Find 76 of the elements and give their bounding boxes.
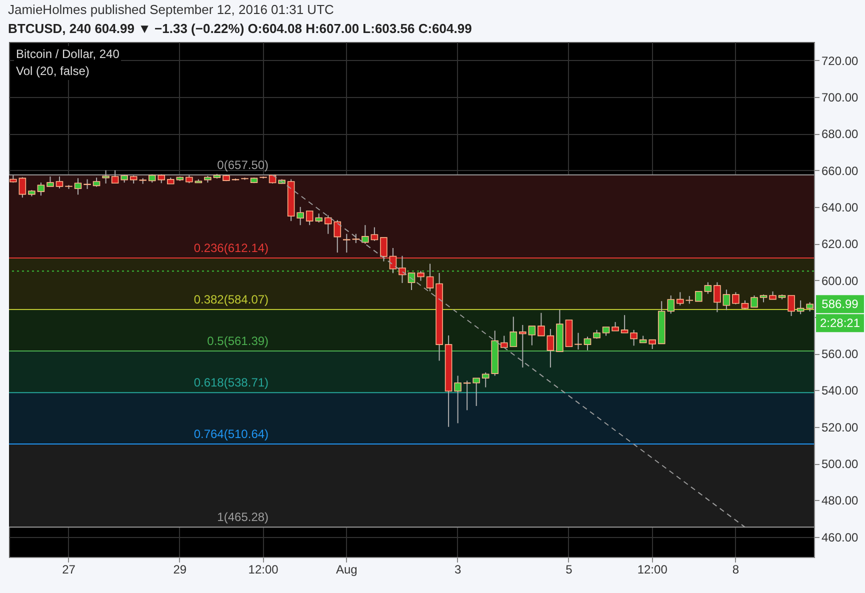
candlestick bbox=[370, 226, 378, 242]
text: BTCUSD, 240 604.99 ▼ −1.33 (−0.22%) O:604.08 H:607.00 L:603.56 C:604.99 bbox=[8, 20, 473, 38]
candlestick bbox=[398, 255, 406, 284]
y-tick-label: 700.00 bbox=[822, 90, 859, 104]
candlestick bbox=[732, 292, 740, 305]
candlestick bbox=[472, 378, 480, 406]
x-tick-label: Aug bbox=[336, 562, 358, 576]
x-tick-label: 5 bbox=[566, 562, 573, 576]
candlestick bbox=[519, 324, 526, 368]
candlestick bbox=[18, 176, 26, 198]
x-tick-label: 29 bbox=[173, 562, 187, 576]
ref-line-label: 1(465.28) bbox=[217, 510, 269, 524]
candlestick bbox=[714, 282, 721, 313]
candlestick bbox=[92, 177, 100, 188]
ref-line-label: 0.5(561.39) bbox=[207, 334, 269, 348]
y-tick-label: 600.00 bbox=[822, 274, 859, 288]
candlestick bbox=[454, 375, 462, 424]
annotation: Vol (20, false) bbox=[14, 63, 92, 80]
chart-title: Bitcoin / Dollar, 240 bbox=[14, 46, 122, 63]
y-tick-label: 460.00 bbox=[822, 530, 859, 544]
candlestick bbox=[806, 302, 814, 312]
candlestick bbox=[574, 332, 582, 350]
candlestick bbox=[546, 328, 554, 368]
candlestick bbox=[722, 289, 730, 311]
candlestick bbox=[56, 176, 64, 189]
text: 586.99 bbox=[822, 297, 859, 312]
y-tick-label: 520.00 bbox=[822, 420, 859, 434]
candlestick bbox=[528, 326, 536, 346]
y-tick-label: 540.00 bbox=[822, 384, 859, 398]
candlestick bbox=[362, 224, 369, 244]
y-tick-label: 560.00 bbox=[822, 347, 859, 362]
y-tick-label: 620.00 bbox=[822, 237, 859, 252]
y-tick-label: 480.00 bbox=[822, 494, 859, 508]
y-tick-label: 640.00 bbox=[822, 200, 859, 214]
candlestick bbox=[111, 170, 119, 184]
candlestick bbox=[538, 312, 545, 336]
candlestick bbox=[380, 237, 388, 262]
candlestick bbox=[296, 206, 304, 226]
candlestick bbox=[74, 178, 82, 196]
candlestick bbox=[352, 233, 360, 244]
candlestick bbox=[630, 329, 638, 346]
y-tick-label: 720.00 bbox=[822, 54, 859, 68]
x-tick-label: 12:00 bbox=[248, 562, 279, 576]
candlestick bbox=[704, 282, 712, 294]
candlestick bbox=[788, 294, 795, 316]
y-tick-label: 680.00 bbox=[822, 127, 859, 142]
candlestick bbox=[343, 233, 350, 254]
x-tick-label: 3 bbox=[454, 562, 462, 576]
x-tick-label: 12:00 bbox=[637, 562, 668, 576]
candlestick bbox=[695, 291, 702, 302]
candlestick bbox=[648, 339, 656, 350]
ref-line-label: 0.382(584.07) bbox=[194, 292, 269, 306]
text: JamieHolmes published September 12, 2016 01:31 UTC bbox=[8, 1, 335, 19]
candlestick bbox=[426, 263, 434, 292]
candlestick bbox=[84, 178, 91, 190]
candlestick bbox=[389, 248, 397, 274]
candlestick bbox=[37, 182, 45, 196]
x-tick-label: 8 bbox=[732, 562, 740, 576]
candlestick bbox=[584, 336, 592, 351]
x-tick-label: 27 bbox=[62, 562, 76, 576]
y-tick-label: 660.00 bbox=[822, 164, 859, 178]
candlestick bbox=[46, 176, 54, 187]
candlestick bbox=[676, 292, 684, 306]
text: 2:28:21 bbox=[820, 316, 860, 330]
ref-line-label: 0.618(538.71) bbox=[194, 376, 269, 390]
candlestick bbox=[463, 380, 471, 411]
candlestick bbox=[306, 210, 314, 226]
ref-line-label: 0.236(612.14) bbox=[194, 241, 269, 256]
candlestick bbox=[417, 270, 424, 282]
candlestick bbox=[510, 316, 518, 348]
candlestick bbox=[796, 300, 804, 315]
candlestick bbox=[620, 314, 628, 334]
ref-line-label: 0.764(510.64) bbox=[194, 427, 269, 442]
y-tick-label: 500.00 bbox=[822, 457, 859, 472]
candlestick bbox=[750, 294, 758, 308]
ref-line-label: 0(657.50) bbox=[217, 158, 269, 172]
